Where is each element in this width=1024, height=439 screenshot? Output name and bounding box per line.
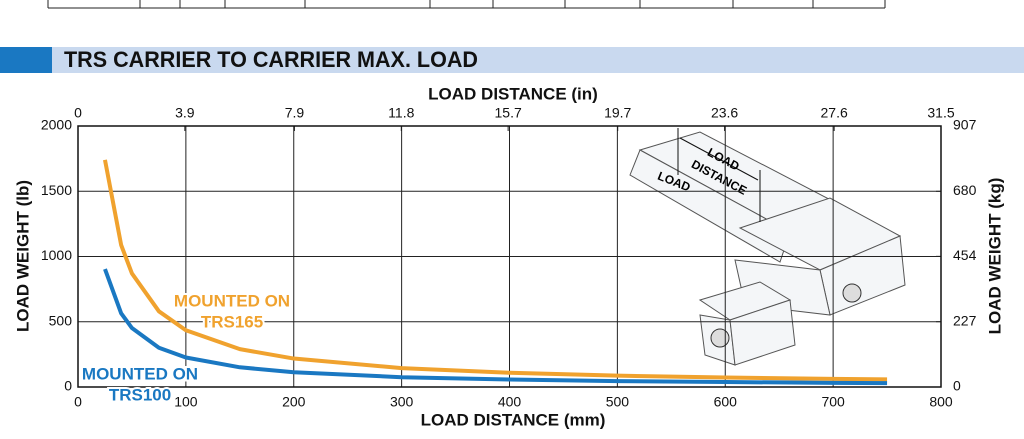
y-tick-label: 0 bbox=[64, 378, 72, 394]
x-tick-label: 200 bbox=[282, 394, 306, 410]
x2-tick-label: 19.7 bbox=[604, 105, 631, 121]
x-tick-label: 100 bbox=[174, 394, 198, 410]
x-axis-title: LOAD DISTANCE (mm) bbox=[421, 410, 606, 429]
x2-tick-label: 3.9 bbox=[175, 105, 195, 121]
y2-axis-title: LOAD WEIGHT (kg) bbox=[985, 178, 1004, 335]
y2-tick-label: 227 bbox=[953, 312, 977, 328]
x2-tick-label: 11.8 bbox=[388, 105, 414, 121]
y2-tick-label: 454 bbox=[953, 247, 977, 263]
x2-tick-label: 23.6 bbox=[711, 105, 738, 121]
x-tick-label: 800 bbox=[929, 394, 953, 410]
banner-accent bbox=[0, 47, 52, 73]
x2-tick-label: 31.5 bbox=[927, 105, 954, 121]
y-tick-label: 2000 bbox=[41, 117, 72, 133]
table-fragment bbox=[47, 0, 886, 9]
y2-tick-label: 0 bbox=[953, 378, 961, 394]
series-label: MOUNTED ON bbox=[174, 291, 290, 310]
illustration: LOAD LOAD DISTANCE bbox=[629, 128, 906, 366]
x-tick-label: 0 bbox=[74, 394, 82, 410]
x-tick-label: 600 bbox=[714, 394, 738, 410]
y2-tick-label: 907 bbox=[953, 117, 977, 133]
x2-axis-title: LOAD DISTANCE (in) bbox=[428, 84, 598, 103]
series-label: TRS100 bbox=[109, 385, 171, 404]
x2-tick-label: 7.9 bbox=[285, 105, 305, 121]
banner bbox=[52, 47, 1024, 73]
chart-title: TRS CARRIER TO CARRIER MAX. LOAD bbox=[64, 47, 478, 72]
x-tick-label: 500 bbox=[606, 394, 630, 410]
y-tick-label: 500 bbox=[49, 312, 73, 328]
series-line bbox=[103, 268, 888, 386]
x-tick-label: 700 bbox=[821, 394, 845, 410]
x2-tick-label: 0 bbox=[74, 105, 82, 121]
y-axis-title: LOAD WEIGHT (lb) bbox=[13, 180, 32, 332]
y2-tick-label: 680 bbox=[953, 182, 977, 198]
x2-tick-label: 15.7 bbox=[495, 105, 522, 121]
y-tick-label: 1000 bbox=[41, 247, 72, 263]
x2-tick-label: 27.6 bbox=[821, 105, 848, 121]
plot-frame bbox=[77, 125, 942, 388]
series-label: TRS165 bbox=[201, 312, 263, 331]
x-tick-label: 300 bbox=[390, 394, 414, 410]
x-tick-label: 400 bbox=[498, 394, 522, 410]
series-label: MOUNTED ON bbox=[82, 364, 198, 383]
y-tick-label: 1500 bbox=[41, 182, 72, 198]
series-line bbox=[103, 159, 888, 382]
